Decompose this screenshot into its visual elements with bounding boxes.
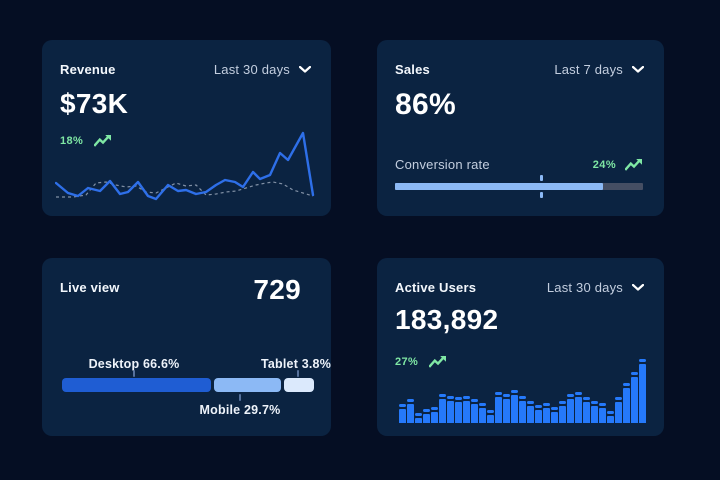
trending-up-icon	[429, 355, 447, 368]
daily-users-bar	[439, 394, 446, 423]
daily-users-bar	[551, 407, 558, 423]
active-users-card: Active Users Last 30 days 183,892 27%	[377, 258, 664, 436]
active-users-delta: 27%	[395, 355, 419, 368]
daily-users-bar	[575, 392, 582, 423]
sales-range-select[interactable]: Last 7 days	[554, 62, 644, 77]
daily-users-bar	[455, 397, 462, 423]
active-users-bar-chart	[399, 359, 648, 423]
previous-period-line	[56, 181, 314, 198]
daily-users-bar	[615, 397, 622, 423]
revenue-value: $73K	[60, 88, 129, 119]
conversion-delta: 24%	[593, 158, 643, 171]
progress-marker-bottom	[539, 192, 543, 198]
daily-users-bar	[639, 359, 646, 423]
live-view-card-header: Live view	[60, 280, 311, 295]
desktop-pointer-tick	[133, 370, 135, 377]
daily-users-bar	[415, 413, 422, 423]
active-users-card-title: Active Users	[395, 280, 477, 295]
sales-card-title: Sales	[395, 62, 430, 77]
daily-users-bar	[463, 396, 470, 423]
daily-users-bar	[511, 390, 518, 423]
tablet-share-label: Tablet 3.8%	[260, 357, 332, 371]
revenue-card-title: Revenue	[60, 62, 116, 77]
live-view-value: 729	[253, 274, 301, 305]
active-users-value: 183,892	[395, 304, 499, 335]
daily-users-bar	[471, 399, 478, 423]
daily-users-bar	[447, 396, 454, 423]
revenue-delta-row: 18%	[60, 134, 112, 147]
daily-users-bar	[519, 396, 526, 423]
sales-value: 86%	[395, 88, 456, 121]
mobile-share-label: Mobile 29.7%	[199, 403, 281, 417]
revenue-range-select[interactable]: Last 30 days	[214, 62, 311, 77]
daily-users-bar	[503, 394, 510, 423]
live-view-card: Live view 729 Desktop 66.6% Tablet 3.8% …	[42, 258, 331, 436]
daily-users-bar	[407, 399, 414, 423]
daily-users-bar	[399, 404, 406, 423]
daily-users-bar	[559, 401, 566, 423]
conversion-rate-row: Conversion rate 24%	[395, 157, 643, 172]
revenue-card-header: Revenue Last 30 days	[60, 62, 311, 77]
daily-users-bar	[543, 403, 550, 423]
tablet-pointer-tick	[297, 370, 299, 377]
daily-users-bar	[423, 409, 430, 423]
chevron-down-icon	[632, 66, 644, 73]
sales-card-header: Sales Last 7 days	[395, 62, 644, 77]
revenue-delta: 18%	[60, 134, 84, 147]
daily-users-bar	[487, 410, 494, 423]
sales-delta: 24%	[592, 158, 616, 171]
daily-users-bar	[567, 394, 574, 423]
daily-users-bar	[479, 403, 486, 423]
daily-users-bar	[623, 383, 630, 423]
mobile-pointer-tick	[239, 394, 241, 401]
daily-users-bar	[527, 401, 534, 423]
daily-users-bar	[599, 403, 606, 423]
conversion-rate-label: Conversion rate	[395, 157, 490, 172]
active-users-range-select[interactable]: Last 30 days	[547, 280, 644, 295]
trending-up-icon	[94, 134, 112, 147]
revenue-card: Revenue Last 30 days $73K 18%	[42, 40, 331, 216]
revenue-range-label: Last 30 days	[213, 62, 290, 77]
revenue-line-chart	[55, 131, 315, 201]
sales-card: Sales Last 7 days 86% Conversion rate 24…	[377, 40, 664, 216]
conversion-progress	[395, 175, 643, 198]
live-view-card-title: Live view	[60, 280, 120, 295]
progress-fill	[395, 183, 604, 190]
daily-users-bar	[631, 372, 638, 423]
desktop-share-label: Desktop 66.6%	[88, 357, 180, 371]
trending-up-icon	[625, 158, 642, 171]
mobile-segment	[214, 378, 281, 392]
current-period-line	[55, 131, 315, 201]
daily-users-bar	[535, 405, 542, 423]
active-users-card-header: Active Users Last 30 days	[395, 280, 644, 295]
chevron-down-icon	[299, 66, 311, 73]
daily-users-bar	[591, 401, 598, 423]
progress-track	[395, 183, 643, 190]
tablet-segment	[284, 378, 314, 392]
device-share-stacked-bar	[62, 378, 314, 392]
daily-users-bar	[607, 411, 614, 423]
daily-users-bar	[583, 397, 590, 423]
active-users-delta-row: 27%	[395, 355, 447, 368]
desktop-segment	[62, 378, 212, 392]
daily-users-bar	[431, 407, 438, 423]
daily-users-bar	[495, 392, 502, 423]
chevron-down-icon	[632, 284, 644, 291]
sales-range-label: Last 7 days	[554, 62, 623, 77]
active-users-range-label: Last 30 days	[546, 280, 623, 295]
progress-marker-top	[539, 175, 543, 181]
